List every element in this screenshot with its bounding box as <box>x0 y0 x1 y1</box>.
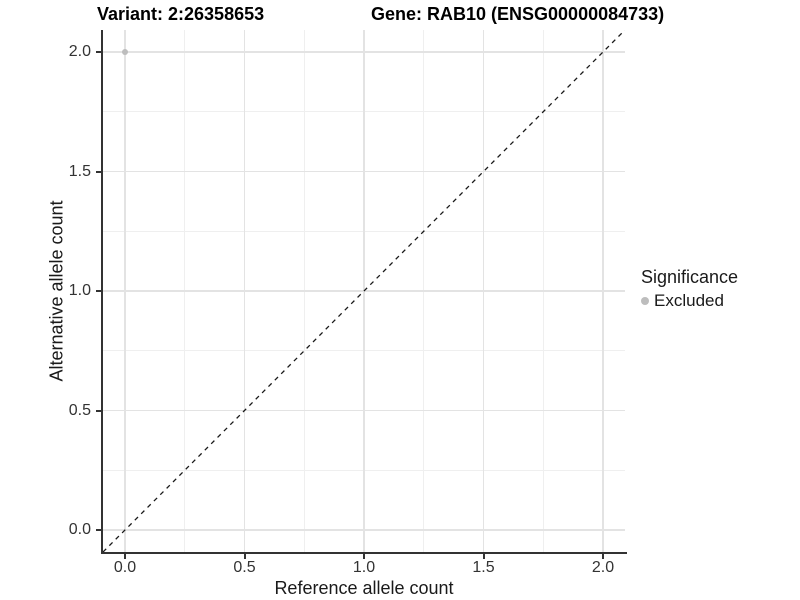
y-axis-tick-label: 1.0 <box>68 282 91 299</box>
x-axis-title: Reference allele count <box>274 578 454 598</box>
legend-items: Excluded <box>641 291 738 311</box>
x-axis-tick <box>482 554 485 559</box>
x-axis-line <box>101 552 627 554</box>
y-axis-tick <box>96 170 101 173</box>
major-gridline-horizontal <box>103 529 625 531</box>
legend-item-label: Excluded <box>654 291 724 310</box>
x-axis-tick-label: 0.0 <box>113 559 137 576</box>
x-axis-tick-label: 1.5 <box>472 559 495 576</box>
y-axis-tick-label: 0.5 <box>68 401 91 419</box>
major-gridline-horizontal <box>103 409 625 412</box>
y-axis-line <box>101 30 103 554</box>
legend: Significance Excluded <box>641 267 738 311</box>
y-axis-tick <box>96 529 101 531</box>
plot-title-gene: Gene: RAB10 (ENSG00000084733) <box>371 4 665 24</box>
x-axis-tick-label: 0.5 <box>233 559 256 576</box>
plot-title-variant: Variant: 2:26358653 <box>97 4 265 24</box>
y-axis-tick <box>96 409 101 412</box>
plot-panel: Reference allele count 0.0 0.5 1.0 1.5 2.0 0.… <box>69 30 627 598</box>
x-axis-tick-label: 1.0 <box>352 559 376 576</box>
y-axis-title: Alternative allele count <box>46 200 67 382</box>
x-axis-tick <box>602 554 604 559</box>
y-axis-tick <box>96 51 101 53</box>
legend-title: Significance <box>641 267 739 287</box>
y-axis-tick-label: 1.5 <box>68 162 91 180</box>
legend-item: Excluded <box>641 291 738 311</box>
major-gridline-horizontal <box>103 51 625 53</box>
x-axis-tick-label: 2.0 <box>591 559 615 576</box>
identity-reference-line <box>103 30 625 552</box>
x-axis-tick <box>243 554 246 559</box>
legend-key-dot-icon <box>641 297 649 305</box>
y-axis-tick-label: 0.0 <box>68 521 91 538</box>
y-axis-tick-label: 2.0 <box>68 43 91 60</box>
x-axis-tick <box>363 554 365 559</box>
data-point <box>122 49 128 55</box>
major-gridline-horizontal <box>103 170 625 173</box>
x-axis-tick <box>124 554 126 559</box>
y-axis-tick <box>96 290 101 292</box>
